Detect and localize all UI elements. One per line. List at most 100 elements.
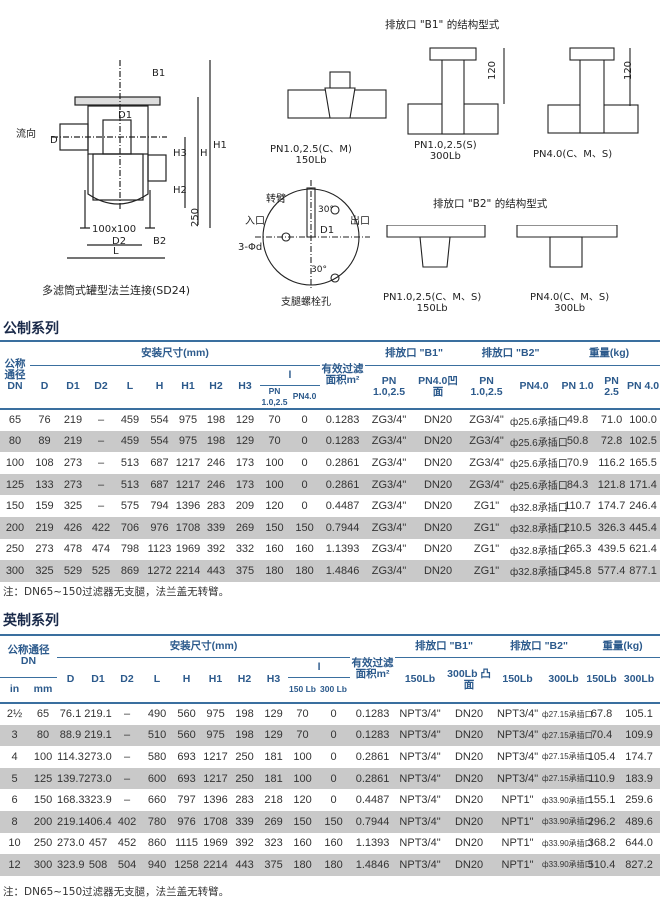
table-cell: 392 bbox=[206, 543, 226, 556]
table-cell: 100 bbox=[33, 750, 53, 763]
b2-structure-diagrams bbox=[386, 225, 618, 268]
b1-structure-title: 排放口 "B1" 的结构型式 bbox=[385, 19, 500, 31]
table-cell: NPT3/4" bbox=[395, 767, 446, 790]
table-cell: 49.8 bbox=[566, 414, 589, 427]
caption-line: 150Lb bbox=[295, 155, 327, 166]
table-cell: 1123 bbox=[147, 543, 172, 556]
table-cell: 108 bbox=[35, 456, 54, 469]
metric-spec-table: 公称通径DN 安装尺寸(mm) 有效过滤面积m² 排放口 "B1" 排放口 "B… bbox=[0, 340, 660, 582]
table-cell: 392 bbox=[235, 837, 254, 850]
table-cell: 210.5 bbox=[558, 516, 598, 539]
metric-note: 注：DN65~150过滤器无支腿，法兰盖无转臂。 bbox=[3, 586, 230, 598]
bolt-hole-caption: 支腿螺栓孔 bbox=[281, 297, 331, 308]
table-cell: 283 bbox=[206, 500, 226, 513]
table-cell: ZG3/4" bbox=[365, 560, 414, 582]
table-cell: 0.2861 bbox=[355, 750, 390, 763]
table-cell: – bbox=[87, 473, 115, 496]
table-cell: 133 bbox=[30, 473, 59, 496]
table-cell: DN20 bbox=[454, 750, 484, 763]
header-b2: 排放口 "B2" bbox=[493, 635, 586, 658]
table-cell: 110.7 bbox=[564, 500, 591, 513]
b1-dim-120-b: 120 bbox=[623, 60, 635, 81]
strainer-section-diagram bbox=[52, 60, 211, 259]
table-cell: 10 bbox=[8, 837, 21, 850]
table-cell: 80 bbox=[0, 430, 30, 453]
table-cell: – bbox=[123, 708, 131, 721]
table-row: 12 300 323.9 508 504 940 1258 2214 443 375 180 180 1… bbox=[0, 854, 660, 876]
table-cell: ZG1" bbox=[463, 516, 511, 539]
table-cell: 339 bbox=[230, 810, 260, 833]
table-row: 3 80 88.9 219.1–510 560 975 198 129 70 0 0.1283 NPT… bbox=[0, 724, 660, 747]
table-cell: 180 bbox=[288, 854, 318, 876]
table-cell: 273 bbox=[63, 456, 83, 469]
header-b1-sub-0: PN 1.0,2.5 bbox=[365, 365, 414, 410]
caption-line: PN1.0,2.5(S) bbox=[414, 140, 477, 151]
table-cell: 489.6 bbox=[618, 810, 660, 833]
table-cell: 110.9 bbox=[585, 767, 619, 790]
table-cell: 975 bbox=[174, 430, 202, 453]
table-cell: 198 bbox=[230, 724, 260, 747]
imperial-section-title: 英制系列 bbox=[3, 613, 59, 629]
flow-direction-label: 流向 bbox=[16, 129, 36, 140]
table-cell: 100 bbox=[288, 767, 318, 790]
table-cell: 0 bbox=[301, 414, 308, 427]
table-cell: 89 bbox=[30, 430, 59, 453]
table-cell: 125 bbox=[0, 473, 30, 496]
table-row: 65 76 219 – 459 554 975 198 129 70 0 0.1283 ZG3/4" DN… bbox=[0, 409, 660, 431]
table-cell: 1217 bbox=[174, 473, 202, 496]
table-cell: 116.2 bbox=[598, 456, 625, 469]
table-cell: 798 bbox=[120, 543, 140, 556]
table-cell: NPT3/4" bbox=[399, 794, 441, 807]
table-cell: 67.8 bbox=[590, 708, 613, 721]
table-cell: 200 bbox=[29, 810, 58, 833]
table-cell: 375 bbox=[230, 560, 260, 582]
header-l-sub-1: PN4.0 bbox=[289, 385, 321, 410]
table-cell: 402 bbox=[112, 810, 143, 833]
table-row: 125 133 273–513 687 1217 246 173 100 0 0.2861 ZG3/… bbox=[0, 473, 660, 496]
table-cell: 102.5 bbox=[626, 430, 660, 453]
h3-label: H3 bbox=[173, 148, 187, 159]
table-cell: ZG1" bbox=[463, 560, 511, 582]
header-h3: H3 bbox=[230, 365, 260, 410]
table-cell: 2214 bbox=[201, 854, 231, 876]
table-cell: 100.0 bbox=[629, 414, 657, 427]
table-cell: 65 bbox=[36, 708, 50, 721]
table-cell: 706 bbox=[115, 516, 145, 539]
h2-label: H2 bbox=[173, 185, 187, 196]
b1-variant-3-caption: PN4.0(C、M、S) bbox=[533, 145, 612, 160]
table-cell: – bbox=[97, 500, 105, 513]
header-b1: 排放口 "B1" bbox=[365, 341, 464, 366]
table-cell: 1.4846 bbox=[350, 854, 396, 876]
table-cell: 1115 bbox=[175, 837, 198, 850]
table-cell: 70 bbox=[296, 708, 309, 721]
table-cell: DN20 bbox=[445, 854, 494, 876]
table-cell: 600 bbox=[142, 767, 173, 790]
table-cell: DN20 bbox=[423, 543, 453, 556]
header-l-sub-0: PN 1.0,2.5 bbox=[260, 385, 289, 410]
table-cell: DN20 bbox=[445, 767, 494, 790]
table-cell: 0 bbox=[289, 473, 321, 496]
header-l: l bbox=[260, 365, 321, 386]
header-h1: H1 bbox=[174, 365, 202, 410]
table-cell: ZG3/4" bbox=[371, 543, 407, 556]
table-cell: 375 bbox=[259, 854, 289, 876]
table-cell: 575 bbox=[120, 500, 140, 513]
table-cell: DN20 bbox=[413, 473, 464, 496]
table-cell: 70 bbox=[288, 724, 318, 747]
outlet-label: 出口 bbox=[350, 216, 370, 227]
table-row: 100 108 273 – 513 687 1217 246 173 100 0 0.2861 ZG3/… bbox=[0, 452, 660, 474]
table-cell: 198 bbox=[202, 430, 230, 453]
table-cell: 150 bbox=[317, 810, 351, 833]
table-cell: ф32.8承插口 bbox=[510, 516, 568, 539]
table-cell: 269 bbox=[230, 516, 260, 539]
table-cell: 165.5 bbox=[629, 456, 657, 469]
table-cell: 877.1 bbox=[626, 560, 660, 582]
header-b1: 排放口 "B1" bbox=[395, 635, 494, 658]
b2-variant-1-caption: PN1.0,2.5(C、M、S) 150Lb bbox=[383, 288, 481, 314]
table-cell: 88.9 bbox=[57, 724, 85, 747]
table-cell: NPT3/4" bbox=[399, 750, 441, 763]
table-cell: ф27.15承插口 bbox=[542, 709, 593, 719]
table-cell: 100 bbox=[293, 750, 312, 763]
table-cell: – bbox=[112, 767, 143, 790]
table-cell: 0.1283 bbox=[320, 430, 366, 453]
